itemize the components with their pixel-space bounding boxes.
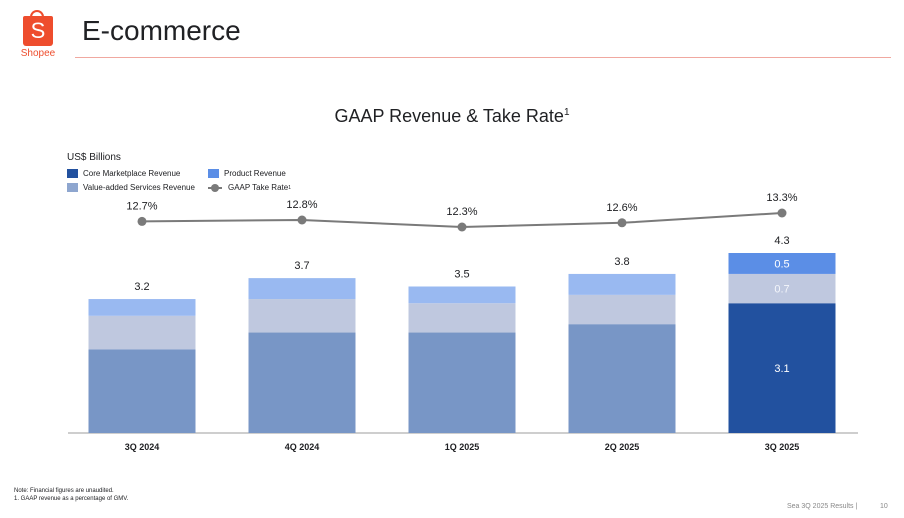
bar-segment-vas [728,273,836,304]
legend-label: Value-added Services Revenue [83,183,195,192]
logo-text: Shopee [20,48,56,59]
take-rate-point [297,215,307,225]
footnotes: Note: Financial figures are unaudited. 1… [14,487,128,503]
x-tick-label: 4Q 2024 [285,442,320,452]
bar-segment-product [248,278,356,300]
note-take-rate: 1. GAAP revenue as a percentage of GMV. [14,496,129,502]
bar-segment-vas [248,299,356,333]
legend-swatch-core [67,169,78,178]
chart-title: GAAP Revenue & Take Rate1 [334,106,570,126]
legend-core-marketplace: Core Marketplace Revenue [67,169,180,178]
x-tick-label: 3Q 2024 [125,442,160,452]
legend-product: Product Revenue [208,169,286,178]
bar-segment-core [88,349,196,433]
legend-take-rate: GAAP Take Rate 1 [208,183,291,192]
bar-segment-core [248,332,356,433]
bag-handle-icon [30,10,44,20]
shopee-logo: S Shopee [14,10,62,62]
bar-segment-core [568,324,676,433]
bar-segment-vas [88,315,196,350]
take-rate-point [617,218,627,228]
note-unaudited: Note: Financial figures are unaudited. [14,488,114,494]
take-rate-label: 12.3% [446,206,477,218]
page-title: E-commerce [82,15,241,46]
bar-segment-vas [408,303,516,333]
page-number: 10 [880,503,888,510]
x-tick-label: 3Q 2025 [765,442,800,452]
take-rate-label: 12.8% [286,199,317,211]
take-rate-label: 13.3% [766,192,797,204]
take-rate-point [137,216,147,226]
segment-value-label: 3.1 [774,363,789,375]
take-rate-label: 12.7% [126,200,157,212]
legend-vas: Value-added Services Revenue [67,183,195,192]
take-rate-point [457,222,467,232]
legend-swatch-vas [67,183,78,192]
x-tick-label: 2Q 2025 [605,442,640,452]
footer-text: Sea 3Q 2025 Results | [787,503,858,510]
segment-value-label: 0.5 [774,258,789,270]
bar-total-label: 4.3 [774,235,789,247]
take-rate-label: 12.6% [606,202,637,214]
bar-segment-product [728,253,836,274]
bar-segment-core [728,303,836,433]
legend-label: GAAP Take Rate [228,183,289,192]
bar-segment-product [408,286,516,304]
segment-value-label: 0.7 [774,284,789,296]
legend-superscript: 1 [288,184,291,191]
legend-label: Core Marketplace Revenue [83,169,181,178]
bar-segment-vas [568,294,676,325]
bar-total-label: 3.8 [614,256,629,268]
legend-line-marker-icon [208,183,222,192]
y-unit-label: US$ Billions [67,152,121,163]
bar-total-label: 3.5 [454,268,469,280]
x-tick-label: 1Q 2025 [445,442,480,452]
bar-total-label: 3.2 [134,281,149,293]
take-rate-point [777,208,787,218]
legend-label: Product Revenue [224,169,286,178]
bar-segment-core [408,332,516,433]
bar-segment-product [88,299,196,316]
bar-total-label: 3.7 [294,260,309,272]
title-divider [75,57,891,58]
legend-swatch-product [208,169,219,178]
shopping-bag-icon: S [23,16,53,46]
bar-segment-product [568,273,676,295]
